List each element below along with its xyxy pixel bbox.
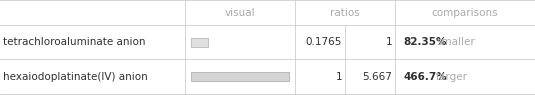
Text: 5.667: 5.667 [362,72,392,82]
Text: smaller: smaller [436,37,475,47]
Bar [191,38,208,46]
Text: visual: visual [225,8,255,17]
Text: comparisons: comparisons [432,8,498,17]
Text: 466.7%: 466.7% [403,72,447,82]
Text: 1: 1 [335,72,342,82]
Text: 0.1765: 0.1765 [305,37,342,47]
Text: tetrachloroaluminate anion: tetrachloroaluminate anion [3,37,146,47]
Text: hexaiodoplatinate(IV) anion: hexaiodoplatinate(IV) anion [3,72,148,82]
Text: 1: 1 [385,37,392,47]
Text: 82.35%: 82.35% [403,37,447,47]
Bar [191,72,289,81]
Text: ratios: ratios [330,8,360,17]
Text: larger: larger [436,72,467,82]
